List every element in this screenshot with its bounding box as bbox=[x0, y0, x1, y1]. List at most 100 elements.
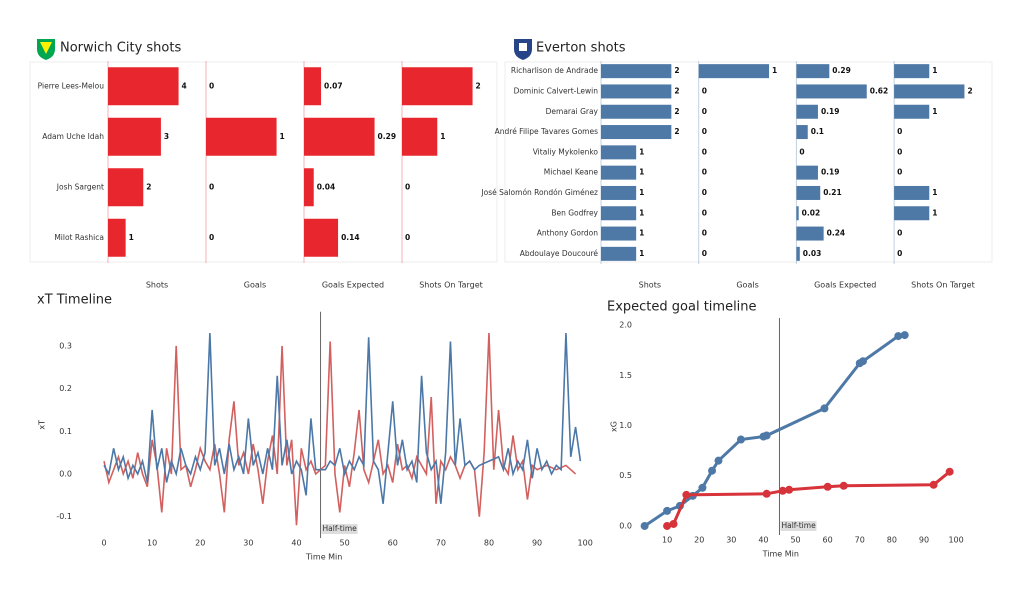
value-label: 0 bbox=[405, 182, 410, 191]
value-label: 0.03 bbox=[803, 249, 822, 258]
point bbox=[762, 489, 771, 498]
value-label: 1 bbox=[639, 147, 644, 156]
x-tick-label: 50 bbox=[340, 539, 350, 548]
x-tick-label: 100 bbox=[578, 539, 593, 548]
bar bbox=[601, 84, 672, 99]
value-label: 0.24 bbox=[827, 229, 846, 238]
value-label: 1 bbox=[440, 132, 445, 141]
value-label: 2 bbox=[146, 182, 151, 191]
half-time-box bbox=[780, 521, 817, 531]
x-tick-label: 80 bbox=[484, 539, 494, 548]
point bbox=[663, 521, 672, 530]
player-label: Ben Godfrey bbox=[551, 208, 598, 217]
bar bbox=[402, 117, 438, 156]
point bbox=[900, 331, 909, 340]
point bbox=[785, 485, 794, 494]
point bbox=[640, 521, 649, 530]
series-line bbox=[666, 470, 951, 528]
chart-title: Expected goal timeline bbox=[607, 300, 757, 315]
value-label: 1 bbox=[932, 188, 937, 197]
value-label: 1 bbox=[639, 208, 644, 217]
x-tick-label: 90 bbox=[532, 539, 542, 548]
bar bbox=[796, 185, 821, 200]
value-label: 0 bbox=[897, 229, 902, 238]
value-label: 0 bbox=[702, 86, 707, 95]
bar bbox=[108, 67, 179, 106]
panel-label: Shots bbox=[639, 281, 661, 290]
value-label: 1 bbox=[932, 66, 937, 75]
value-label: 1 bbox=[639, 249, 644, 258]
point bbox=[682, 490, 691, 499]
panel-label: Shots bbox=[146, 281, 168, 290]
value-label: 0 bbox=[897, 147, 902, 156]
value-label: 0.19 bbox=[821, 107, 840, 116]
player-label: José Salomón Rondón Giménez bbox=[480, 188, 598, 197]
bar bbox=[206, 117, 277, 156]
x-tick-label: 50 bbox=[790, 536, 800, 545]
point bbox=[762, 431, 771, 440]
bar bbox=[796, 104, 818, 119]
bar bbox=[601, 185, 637, 200]
value-label: 0 bbox=[209, 182, 214, 191]
bar bbox=[402, 67, 473, 106]
bar bbox=[108, 117, 161, 156]
bar bbox=[601, 125, 672, 140]
bar bbox=[894, 64, 930, 79]
value-label: 1 bbox=[639, 188, 644, 197]
value-label: 1 bbox=[639, 168, 644, 177]
bar bbox=[601, 246, 637, 261]
value-label: 1 bbox=[280, 132, 285, 141]
panel-label: Goals Expected bbox=[322, 281, 384, 290]
value-label: 0 bbox=[702, 249, 707, 258]
bar bbox=[304, 218, 339, 257]
chart-title: Norwich City shots bbox=[60, 41, 181, 56]
bar bbox=[796, 125, 808, 140]
y-tick-label: 0.3 bbox=[59, 341, 72, 350]
point bbox=[823, 482, 832, 491]
bar bbox=[601, 64, 672, 79]
x-tick-label: 10 bbox=[662, 536, 672, 545]
point bbox=[929, 480, 938, 489]
half-time-box bbox=[321, 524, 358, 534]
value-label: 0.62 bbox=[870, 86, 889, 95]
bar bbox=[796, 165, 818, 180]
value-label: 0 bbox=[209, 81, 214, 90]
value-label: 0 bbox=[702, 107, 707, 116]
value-label: 0 bbox=[702, 229, 707, 238]
value-label: 0 bbox=[405, 233, 410, 242]
bar bbox=[108, 218, 126, 257]
panel-label: Goals Expected bbox=[814, 281, 876, 290]
x-tick-label: 30 bbox=[243, 539, 253, 548]
x-axis-label: Time Min bbox=[762, 550, 799, 559]
value-label: 0.1 bbox=[811, 127, 824, 136]
value-label: 0.29 bbox=[378, 132, 397, 141]
y-tick-label: -0.1 bbox=[56, 512, 72, 521]
bar bbox=[304, 67, 322, 106]
half-time-label: Half-time bbox=[323, 524, 358, 533]
bar bbox=[601, 165, 637, 180]
point bbox=[858, 357, 867, 366]
x-tick-label: 10 bbox=[147, 539, 157, 548]
bar bbox=[304, 117, 375, 156]
value-label: 2 bbox=[674, 127, 679, 136]
player-label: Michael Keane bbox=[544, 168, 599, 177]
value-label: 0 bbox=[702, 168, 707, 177]
x-tick-label: 30 bbox=[726, 536, 736, 545]
point bbox=[820, 404, 829, 413]
value-label: 1 bbox=[932, 107, 937, 116]
y-tick-label: 1.5 bbox=[619, 371, 632, 380]
point bbox=[669, 519, 678, 528]
point bbox=[945, 467, 954, 476]
bar bbox=[796, 246, 800, 261]
bar bbox=[796, 64, 830, 79]
player-label: Anthony Gordon bbox=[537, 229, 598, 238]
bar bbox=[894, 185, 930, 200]
panel-frame bbox=[504, 61, 993, 263]
bar bbox=[304, 168, 314, 207]
bar bbox=[601, 206, 637, 221]
point bbox=[839, 481, 848, 490]
y-axis-label: xT bbox=[38, 420, 47, 430]
player-label: Demarai Gray bbox=[546, 107, 599, 116]
value-label: 1 bbox=[932, 208, 937, 217]
value-label: 0.29 bbox=[832, 66, 851, 75]
